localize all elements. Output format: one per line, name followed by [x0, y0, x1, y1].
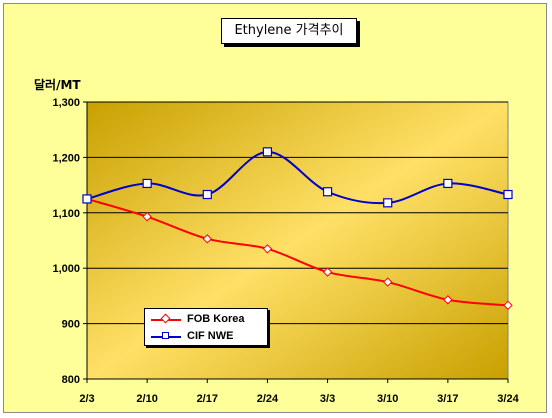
legend-label-cif-nwe: CIF NWE	[187, 330, 234, 342]
x-tick-label: 2/24	[257, 393, 279, 405]
series-line-fob-korea	[86, 197, 509, 307]
legend-label-fob-korea: FOB Korea	[187, 313, 245, 325]
square-marker-icon	[162, 332, 169, 339]
y-tick-label: 1,100	[52, 208, 80, 220]
legend-item-fob-korea: FOB Korea	[145, 312, 269, 328]
data-point	[142, 211, 152, 222]
x-tick-label: 2/3	[79, 393, 94, 405]
x-tick-label: 3/3	[320, 393, 335, 405]
y-axis-unit-label: 달러/MT	[34, 78, 81, 92]
data-point	[503, 189, 513, 200]
y-tick-label: 800	[62, 374, 80, 386]
data-point	[82, 194, 92, 204]
data-point	[322, 187, 333, 197]
legend: FOB Korea CIF NWE	[144, 308, 268, 346]
x-tick-label: 2/10	[136, 393, 157, 405]
data-point	[202, 189, 212, 200]
y-tick-label: 1,200	[52, 152, 80, 164]
diamond-marker-icon	[160, 313, 171, 324]
data-point	[262, 147, 273, 157]
data-point	[443, 178, 453, 189]
series-line-cif-nwe	[86, 150, 509, 205]
data-point	[383, 198, 393, 208]
data-point	[383, 277, 393, 287]
y-tick-label: 1,300	[52, 97, 80, 109]
x-tick-label: 3/24	[497, 393, 519, 405]
chart-title: Ethylene 가격추이	[221, 18, 357, 44]
data-point	[202, 234, 212, 244]
data-point	[443, 295, 453, 305]
y-tick-label: 900	[62, 319, 80, 331]
x-tick-label: 3/10	[377, 393, 398, 405]
series-cif-nwe	[82, 147, 513, 208]
data-point	[503, 300, 513, 311]
x-tick-label: 2/17	[197, 393, 218, 405]
x-tick-label: 3/17	[437, 393, 458, 405]
data-point	[322, 267, 333, 277]
legend-item-cif-nwe: CIF NWE	[145, 329, 269, 345]
y-tick-label: 1,000	[52, 263, 80, 275]
data-point	[142, 178, 152, 189]
data-point	[262, 244, 273, 254]
